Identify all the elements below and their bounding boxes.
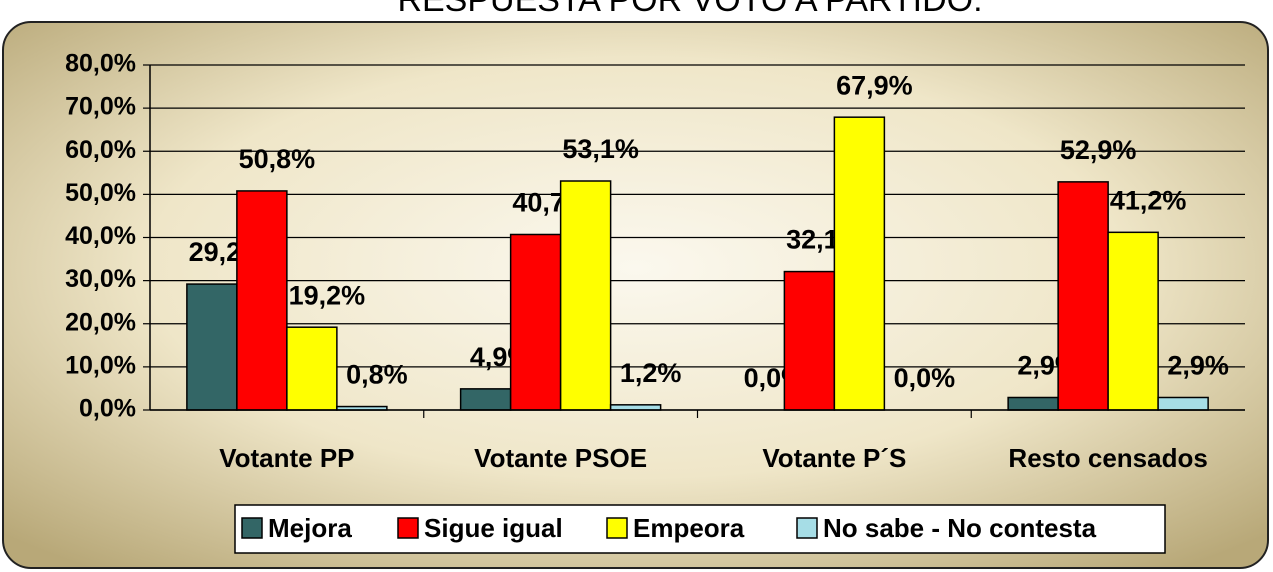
bar	[1007, 396, 1059, 411]
legend-swatch	[796, 517, 818, 539]
value-label: 1,2%	[620, 358, 682, 388]
bar	[509, 233, 562, 411]
x-tick-label: Votante P´S	[762, 443, 906, 473]
legend-label: Empeora	[633, 513, 745, 543]
x-tick-label: Resto censados	[1008, 443, 1207, 473]
value-label: 19,2%	[289, 280, 366, 310]
bar	[609, 404, 662, 411]
y-tick-label: 10,0%	[65, 351, 136, 379]
y-tick-label: 30,0%	[65, 265, 136, 293]
value-label: 52,9%	[1060, 135, 1137, 165]
bar	[833, 116, 886, 411]
bar	[459, 388, 512, 411]
value-label: 53,1%	[562, 134, 639, 164]
chart-title: RESPUESTA POR VOTO A PARTIDO:	[397, 0, 982, 19]
bar	[1057, 181, 1109, 411]
x-tick-label: Votante PSOE	[474, 443, 647, 473]
legend-label: No sabe - No contesta	[823, 513, 1097, 543]
bar	[286, 326, 338, 411]
y-tick-label: 0,0%	[79, 395, 136, 423]
y-tick-label: 50,0%	[65, 179, 136, 207]
bar	[1107, 231, 1159, 411]
y-tick-label: 80,0%	[65, 50, 136, 78]
legend-label: Mejora	[268, 513, 352, 543]
legend-label: Sigue igual	[424, 513, 563, 543]
value-label: 0,0%	[894, 363, 956, 393]
bar	[186, 283, 238, 411]
value-label: 41,2%	[1110, 185, 1187, 215]
value-label: 2,9%	[1167, 351, 1229, 381]
bar	[236, 190, 288, 411]
legend-swatch	[241, 517, 263, 539]
value-label: 67,9%	[836, 70, 913, 100]
x-tick-label: Votante PP	[219, 443, 354, 473]
bar	[559, 180, 612, 411]
bar	[1157, 396, 1209, 411]
value-label: 0,8%	[346, 360, 408, 390]
y-tick-label: 60,0%	[65, 136, 136, 164]
value-label: 50,8%	[239, 144, 316, 174]
legend-swatch	[397, 517, 419, 539]
y-tick-label: 20,0%	[65, 308, 136, 336]
legend-box	[234, 504, 1166, 554]
y-tick-label: 40,0%	[65, 222, 136, 250]
legend-swatch	[606, 517, 628, 539]
bar	[783, 270, 836, 411]
y-tick-label: 70,0%	[65, 93, 136, 121]
chart-background	[2, 21, 1269, 569]
